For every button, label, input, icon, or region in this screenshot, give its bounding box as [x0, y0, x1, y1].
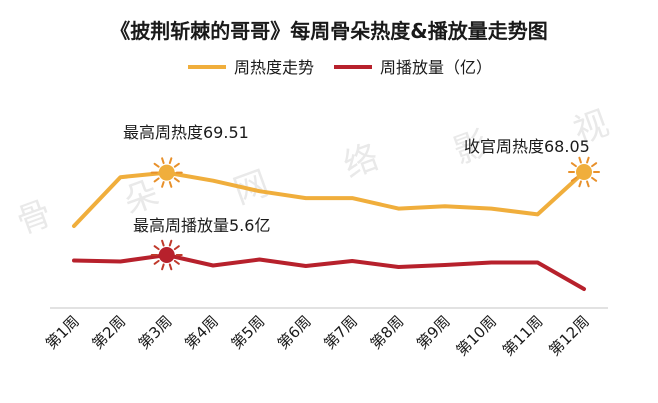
- x-tick-label: 第3周: [135, 312, 176, 353]
- sun-icon: [568, 156, 600, 188]
- x-tick-label: 第2周: [89, 312, 130, 353]
- sun-icon: [150, 157, 183, 188]
- annotation-label: 最高周热度69.51: [123, 123, 249, 142]
- sun-icon: [150, 239, 183, 271]
- watermark-char: 骨: [11, 193, 57, 242]
- watermark-char: 络: [338, 137, 384, 186]
- x-tick-label: 第10周: [453, 312, 500, 359]
- legend-label-plays: 周播放量（亿）: [380, 58, 492, 77]
- annotation-label: 收官周热度68.05: [464, 137, 590, 156]
- chart-title: 《披荆斩棘的哥哥》每周骨朵热度&播放量走势图: [110, 19, 547, 43]
- x-tick-label: 第11周: [499, 312, 546, 359]
- x-tick-label: 第6周: [274, 312, 315, 353]
- watermark: 骨朵网络影视: [11, 103, 614, 242]
- x-tick-label: 第9周: [413, 312, 454, 353]
- x-tick-label: 第12周: [545, 312, 592, 359]
- annotation-label: 最高周播放量5.6亿: [133, 216, 270, 235]
- marker-layer: [150, 156, 600, 271]
- x-tick-label: 第7周: [320, 312, 361, 353]
- legend-label-heat: 周热度走势: [234, 58, 314, 77]
- x-tick-label: 第8周: [367, 312, 408, 353]
- series-line-1: [72, 253, 586, 291]
- x-tick-label: 第4周: [181, 312, 222, 353]
- x-tick-label: 第5周: [228, 312, 269, 353]
- annotation-layer: 最高周热度69.51 最高周播放量5.6亿 收官周热度68.05: [123, 123, 590, 235]
- legend: 周热度走势 周播放量（亿）: [188, 58, 492, 77]
- x-tick-label: 第1周: [42, 312, 83, 353]
